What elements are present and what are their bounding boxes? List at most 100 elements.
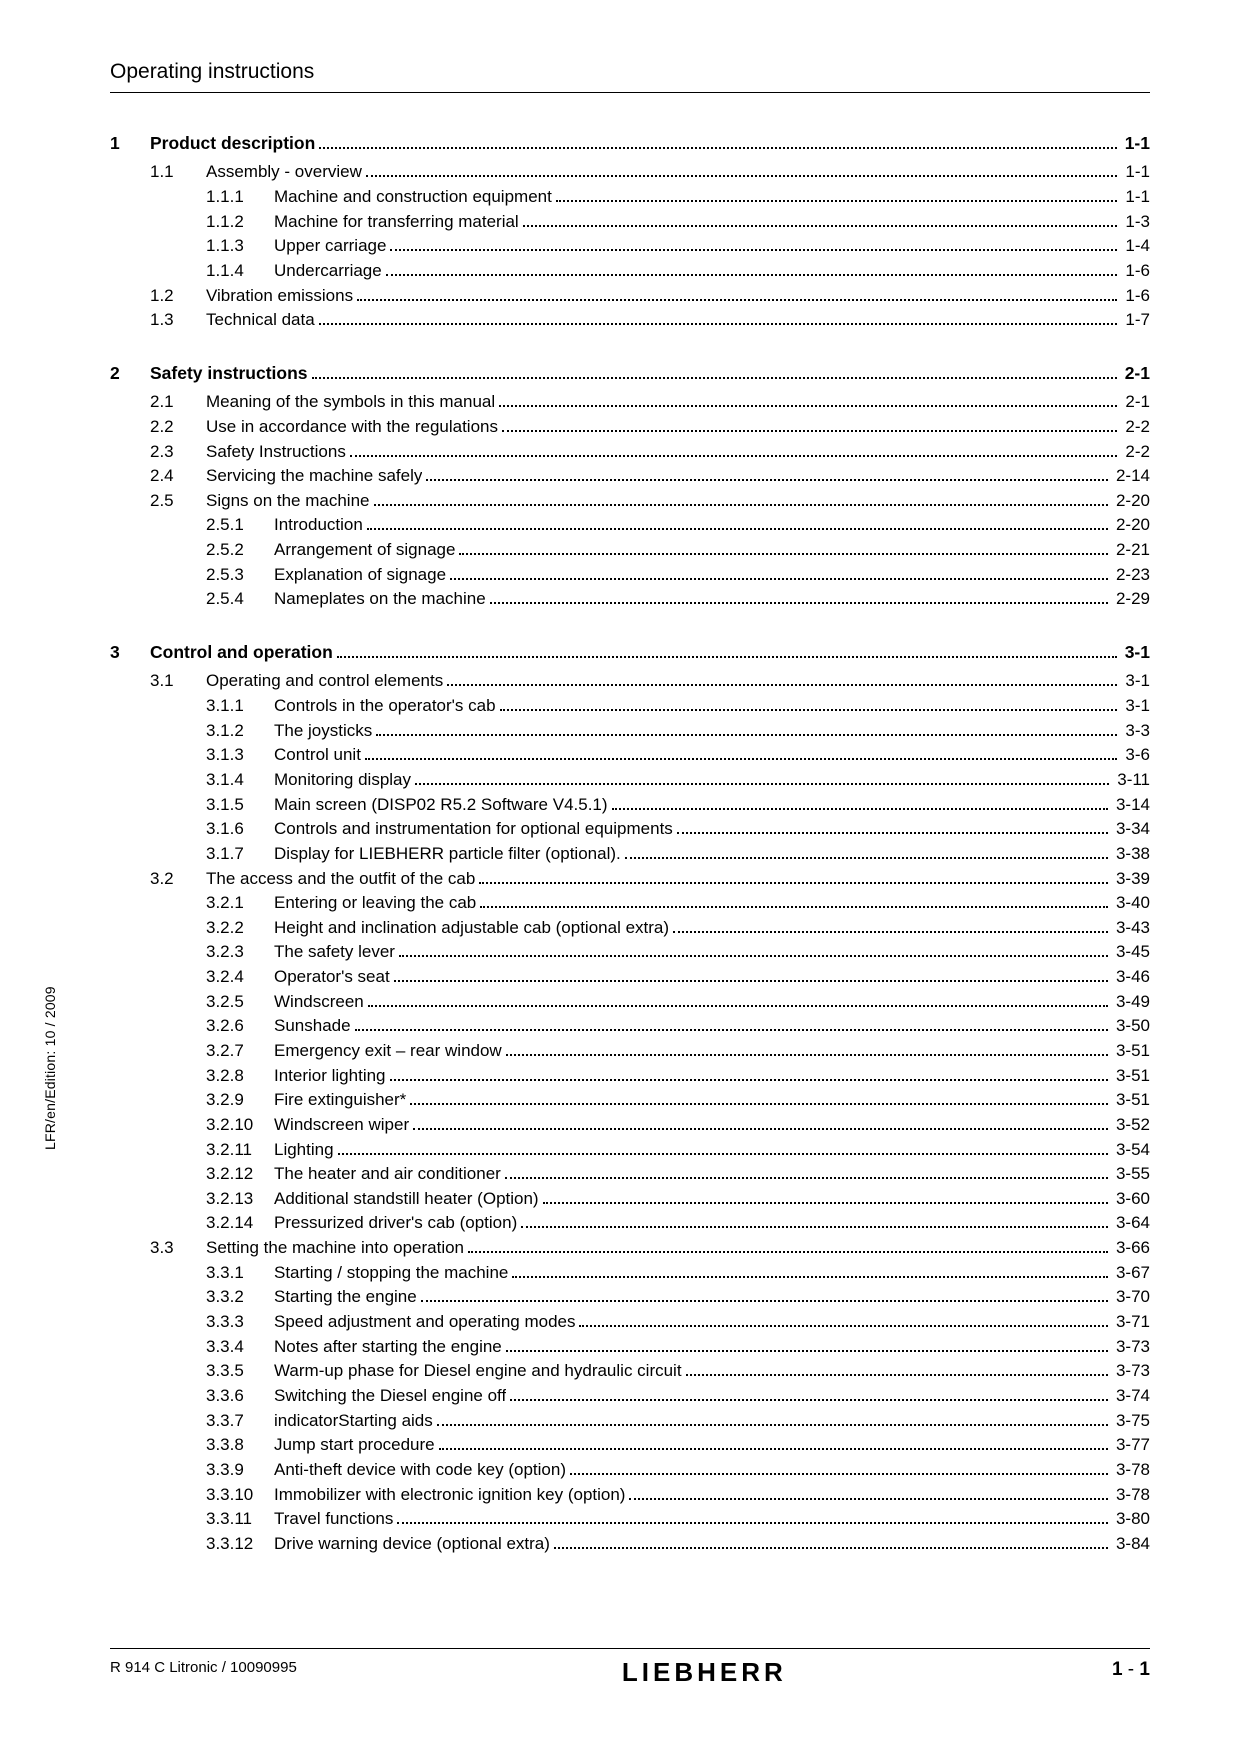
toc-subsection-number: 3.3.8 [206,1433,274,1458]
toc-page-ref: 1-3 [1121,210,1150,235]
toc-page-ref: 3-80 [1112,1507,1150,1532]
toc-row: 3.3.9Anti-theft device with code key (op… [110,1458,1150,1483]
toc-page-ref: 1-1 [1121,160,1150,185]
toc-subsection-number: 3.2.4 [206,965,274,990]
toc-subsection-number: 3.2.11 [206,1138,274,1163]
toc-leader [357,291,1117,300]
toc-entry-title: Drive warning device (optional extra) [274,1532,550,1557]
toc-subsection-number: 3.2.8 [206,1064,274,1089]
toc-page-ref: 3-51 [1112,1039,1150,1064]
toc-row: 1.1Assembly - overview 1-1 [110,160,1150,185]
toc-entry-title: Monitoring display [274,768,411,793]
toc-subsection-number: 3.1.7 [206,842,274,867]
toc-page-ref: 1-7 [1121,308,1150,333]
toc-entry-title: Technical data [206,308,315,333]
toc-subsection-number: 3.3.1 [206,1261,274,1286]
toc-row: 1.1.4Undercarriage 1-6 [110,259,1150,284]
toc-row: 1.1.2Machine for transferring material 1… [110,210,1150,235]
toc-leader [390,242,1117,251]
toc-leader [502,423,1117,432]
toc-row: 3.2.12The heater and air conditioner 3-5… [110,1162,1150,1187]
toc-entry-title: Warm-up phase for Diesel engine and hydr… [274,1359,682,1384]
toc-page-ref: 3-43 [1112,916,1150,941]
toc-page-ref: 3-40 [1112,891,1150,916]
toc-entry-title: The joysticks [274,719,372,744]
toc-row: 2Safety instructions 2-1 [110,361,1150,386]
toc-entry-title: Travel functions [274,1507,393,1532]
toc-entry-title: Emergency exit – rear window [274,1039,502,1064]
toc-entry-title: Jump start procedure [274,1433,435,1458]
toc-entry-title: Fire extinguisher* [274,1088,406,1113]
toc-row: 3.1Operating and control elements 3-1 [110,669,1150,694]
toc-row: 3.1.3Control unit 3-6 [110,743,1150,768]
toc-leader [500,702,1118,711]
toc-page-ref: 3-77 [1112,1433,1150,1458]
toc-subsection-number: 3.3.12 [206,1532,274,1557]
toc-row: 3.3.6Switching the Diesel engine off 3-7… [110,1384,1150,1409]
toc-subsection-number: 3.3.10 [206,1483,274,1508]
toc-row: 3.3.3Speed adjustment and operating mode… [110,1310,1150,1335]
toc-row: 2.5.4Nameplates on the machine 2-29 [110,587,1150,612]
toc-entry-title: Immobilizer with electronic ignition key… [274,1483,625,1508]
toc-leader [338,1145,1108,1154]
toc-page-ref: 2-23 [1112,563,1150,588]
toc-page-ref: 1-6 [1121,259,1150,284]
toc-entry-title: Additional standstill heater (Option) [274,1187,539,1212]
toc-page-ref: 3-52 [1112,1113,1150,1138]
toc-entry-title: Introduction [274,513,363,538]
toc-page-ref: 3-3 [1121,719,1150,744]
toc-leader [367,521,1108,530]
toc-entry-title: Switching the Diesel engine off [274,1384,506,1409]
toc-entry-title: Use in accordance with the regulations [206,415,498,440]
toc-chapter-number: 1 [110,131,150,156]
toc-row: 3.1.4Monitoring display 3-11 [110,768,1150,793]
toc-entry-title: Controls and instrumentation for optiona… [274,817,673,842]
toc-entry-title: Anti-theft device with code key (option) [274,1458,566,1483]
toc-subsection-number: 3.2.6 [206,1014,274,1039]
toc-leader [366,168,1118,177]
toc-subsection-number: 3.1.3 [206,743,274,768]
toc-entry-title: Machine and construction equipment [274,185,552,210]
toc-row: 3.3.8Jump start procedure 3-77 [110,1433,1150,1458]
toc-page-ref: 1-1 [1121,131,1150,156]
toc-page-ref: 1-1 [1121,185,1150,210]
toc-page-ref: 3-67 [1112,1261,1150,1286]
toc-entry-title: Meaning of the symbols in this manual [206,390,495,415]
toc-subsection-number: 1.1.3 [206,234,274,259]
toc-entry-title: indicatorStarting aids [274,1409,433,1434]
toc-row: 3.3.4Notes after starting the engine 3-7… [110,1335,1150,1360]
toc-subsection-number: 3.2.2 [206,916,274,941]
toc-leader [506,1342,1108,1351]
toc-subsection-number: 3.3.4 [206,1335,274,1360]
toc-leader [437,1416,1108,1425]
toc-entry-title: Speed adjustment and operating modes [274,1310,575,1335]
toc-leader [556,193,1118,202]
toc-row: 1Product description 1-1 [110,131,1150,156]
toc-page-ref: 3-6 [1121,743,1150,768]
toc-page-ref: 3-1 [1121,669,1150,694]
toc-entry-title: Operating and control elements [206,669,443,694]
toc-entry-title: Safety instructions [150,361,308,386]
toc-page-ref: 2-20 [1112,489,1150,514]
toc-leader [523,217,1118,226]
toc-leader [376,726,1117,735]
toc-entry-title: Notes after starting the engine [274,1335,502,1360]
toc-page-ref: 2-20 [1112,513,1150,538]
toc-row: 3.2.5Windscreen 3-49 [110,990,1150,1015]
page-footer: R 914 C Litronic / 10090995 LIEBHERR 1 -… [110,1648,1150,1688]
toc-entry-title: Control and operation [150,640,333,665]
toc-subsection-number: 3.3.2 [206,1285,274,1310]
toc-page-ref: 3-50 [1112,1014,1150,1039]
toc-page-ref: 3-78 [1112,1458,1150,1483]
toc-section-number: 1.2 [150,284,206,309]
side-edition-label: LFR/en/Edition: 10 / 2009 [42,986,58,1150]
toc-subsection-number: 3.3.9 [206,1458,274,1483]
toc-row: 3.3.2Starting the engine 3-70 [110,1285,1150,1310]
toc-leader [390,1071,1108,1080]
toc-page-ref: 1-6 [1121,284,1150,309]
toc-entry-title: Machine for transferring material [274,210,519,235]
toc-entry-title: Windscreen wiper [274,1113,409,1138]
toc-row: 3.3Setting the machine into operation 3-… [110,1236,1150,1261]
toc-entry-title: Setting the machine into operation [206,1236,464,1261]
toc-page-ref: 3-14 [1112,793,1150,818]
